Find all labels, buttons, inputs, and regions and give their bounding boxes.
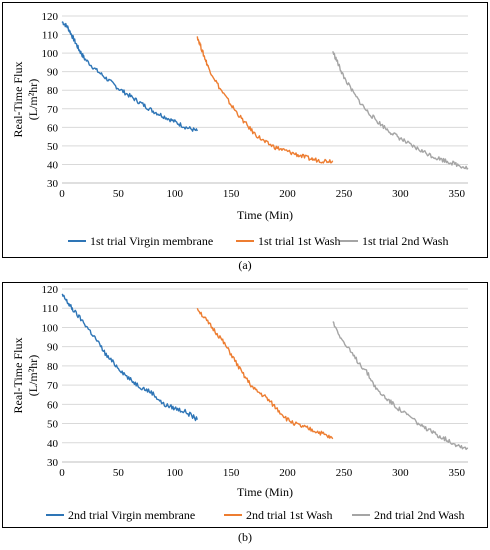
y-tick-label-a: 60 bbox=[47, 122, 59, 134]
y-tick-label-b: 30 bbox=[47, 457, 59, 469]
y-tick-label-b: 100 bbox=[42, 322, 59, 334]
series-line-b-3 bbox=[332, 321, 469, 451]
y-axis-title-a: Real-Time Flux bbox=[11, 62, 25, 138]
series-line-b-2 bbox=[196, 307, 334, 440]
x-tick-label-b: 250 bbox=[336, 467, 353, 479]
y-tick-label-a: 110 bbox=[42, 30, 59, 42]
y-axis-unit-b: (L/m²hr) bbox=[26, 355, 40, 397]
x-tick-label-a: 150 bbox=[223, 188, 240, 200]
y-tick-label-a: 90 bbox=[47, 67, 59, 79]
x-tick-label-b: 350 bbox=[448, 467, 465, 479]
y-tick-label-b: 70 bbox=[47, 380, 59, 392]
y-tick-label-a: 50 bbox=[47, 141, 59, 153]
x-tick-label-b: 100 bbox=[167, 467, 184, 479]
x-tick-label-a: 100 bbox=[167, 188, 184, 200]
legend-label-a-2: 1st trial 1st Wash bbox=[258, 234, 340, 248]
y-tick-label-b: 50 bbox=[47, 419, 59, 431]
y-axis-unit-a: (L/m²hr) bbox=[26, 79, 40, 121]
y-tick-label-b: 110 bbox=[42, 303, 59, 315]
x-tick-label-a: 250 bbox=[336, 188, 353, 200]
y-tick-label-a: 80 bbox=[47, 85, 59, 97]
x-axis-title-a: Time (Min) bbox=[237, 208, 293, 222]
y-tick-label-a: 30 bbox=[47, 178, 59, 190]
chart-panel-a bbox=[2, 2, 488, 258]
y-tick-label-a: 100 bbox=[42, 48, 59, 60]
y-tick-label-b: 90 bbox=[47, 342, 59, 354]
x-axis-title-b: Time (Min) bbox=[237, 485, 293, 499]
x-tick-label-b: 200 bbox=[279, 467, 296, 479]
y-tick-label-b: 40 bbox=[47, 438, 59, 450]
x-tick-label-b: 300 bbox=[392, 467, 409, 479]
y-axis-title-b: Real-Time Flux bbox=[11, 338, 25, 414]
y-tick-label-a: 120 bbox=[42, 11, 59, 23]
x-tick-label-b: 0 bbox=[59, 467, 65, 479]
x-tick-label-b: 150 bbox=[223, 467, 240, 479]
legend-label-a-3: 1st trial 2nd Wash bbox=[362, 234, 448, 248]
y-tick-label-a: 40 bbox=[47, 159, 59, 171]
series-line-b-1 bbox=[61, 293, 198, 422]
x-tick-label-a: 200 bbox=[279, 188, 296, 200]
legend-label-a-1: 1st trial Virgin membrane bbox=[90, 234, 213, 248]
series-line-a-2 bbox=[196, 36, 334, 164]
panel-label-b: (b) bbox=[238, 530, 252, 544]
panel-label-a: (a) bbox=[238, 258, 252, 272]
y-tick-label-b: 80 bbox=[47, 361, 59, 373]
x-tick-label-a: 50 bbox=[113, 188, 125, 200]
legend-label-b-1: 2nd trial Virgin membrane bbox=[68, 508, 195, 522]
y-tick-label-a: 70 bbox=[47, 104, 59, 116]
x-tick-label-a: 0 bbox=[59, 188, 65, 200]
series-line-a-3 bbox=[332, 51, 469, 170]
x-tick-label-b: 50 bbox=[113, 467, 125, 479]
legend-label-b-3: 2nd trial 2nd Wash bbox=[374, 508, 464, 522]
x-tick-label-a: 350 bbox=[448, 188, 465, 200]
series-line-a-1 bbox=[61, 21, 198, 132]
x-tick-label-a: 300 bbox=[392, 188, 409, 200]
legend-label-b-2: 2nd trial 1st Wash bbox=[246, 508, 332, 522]
y-tick-label-b: 60 bbox=[47, 399, 59, 411]
y-tick-label-b: 120 bbox=[42, 284, 59, 296]
